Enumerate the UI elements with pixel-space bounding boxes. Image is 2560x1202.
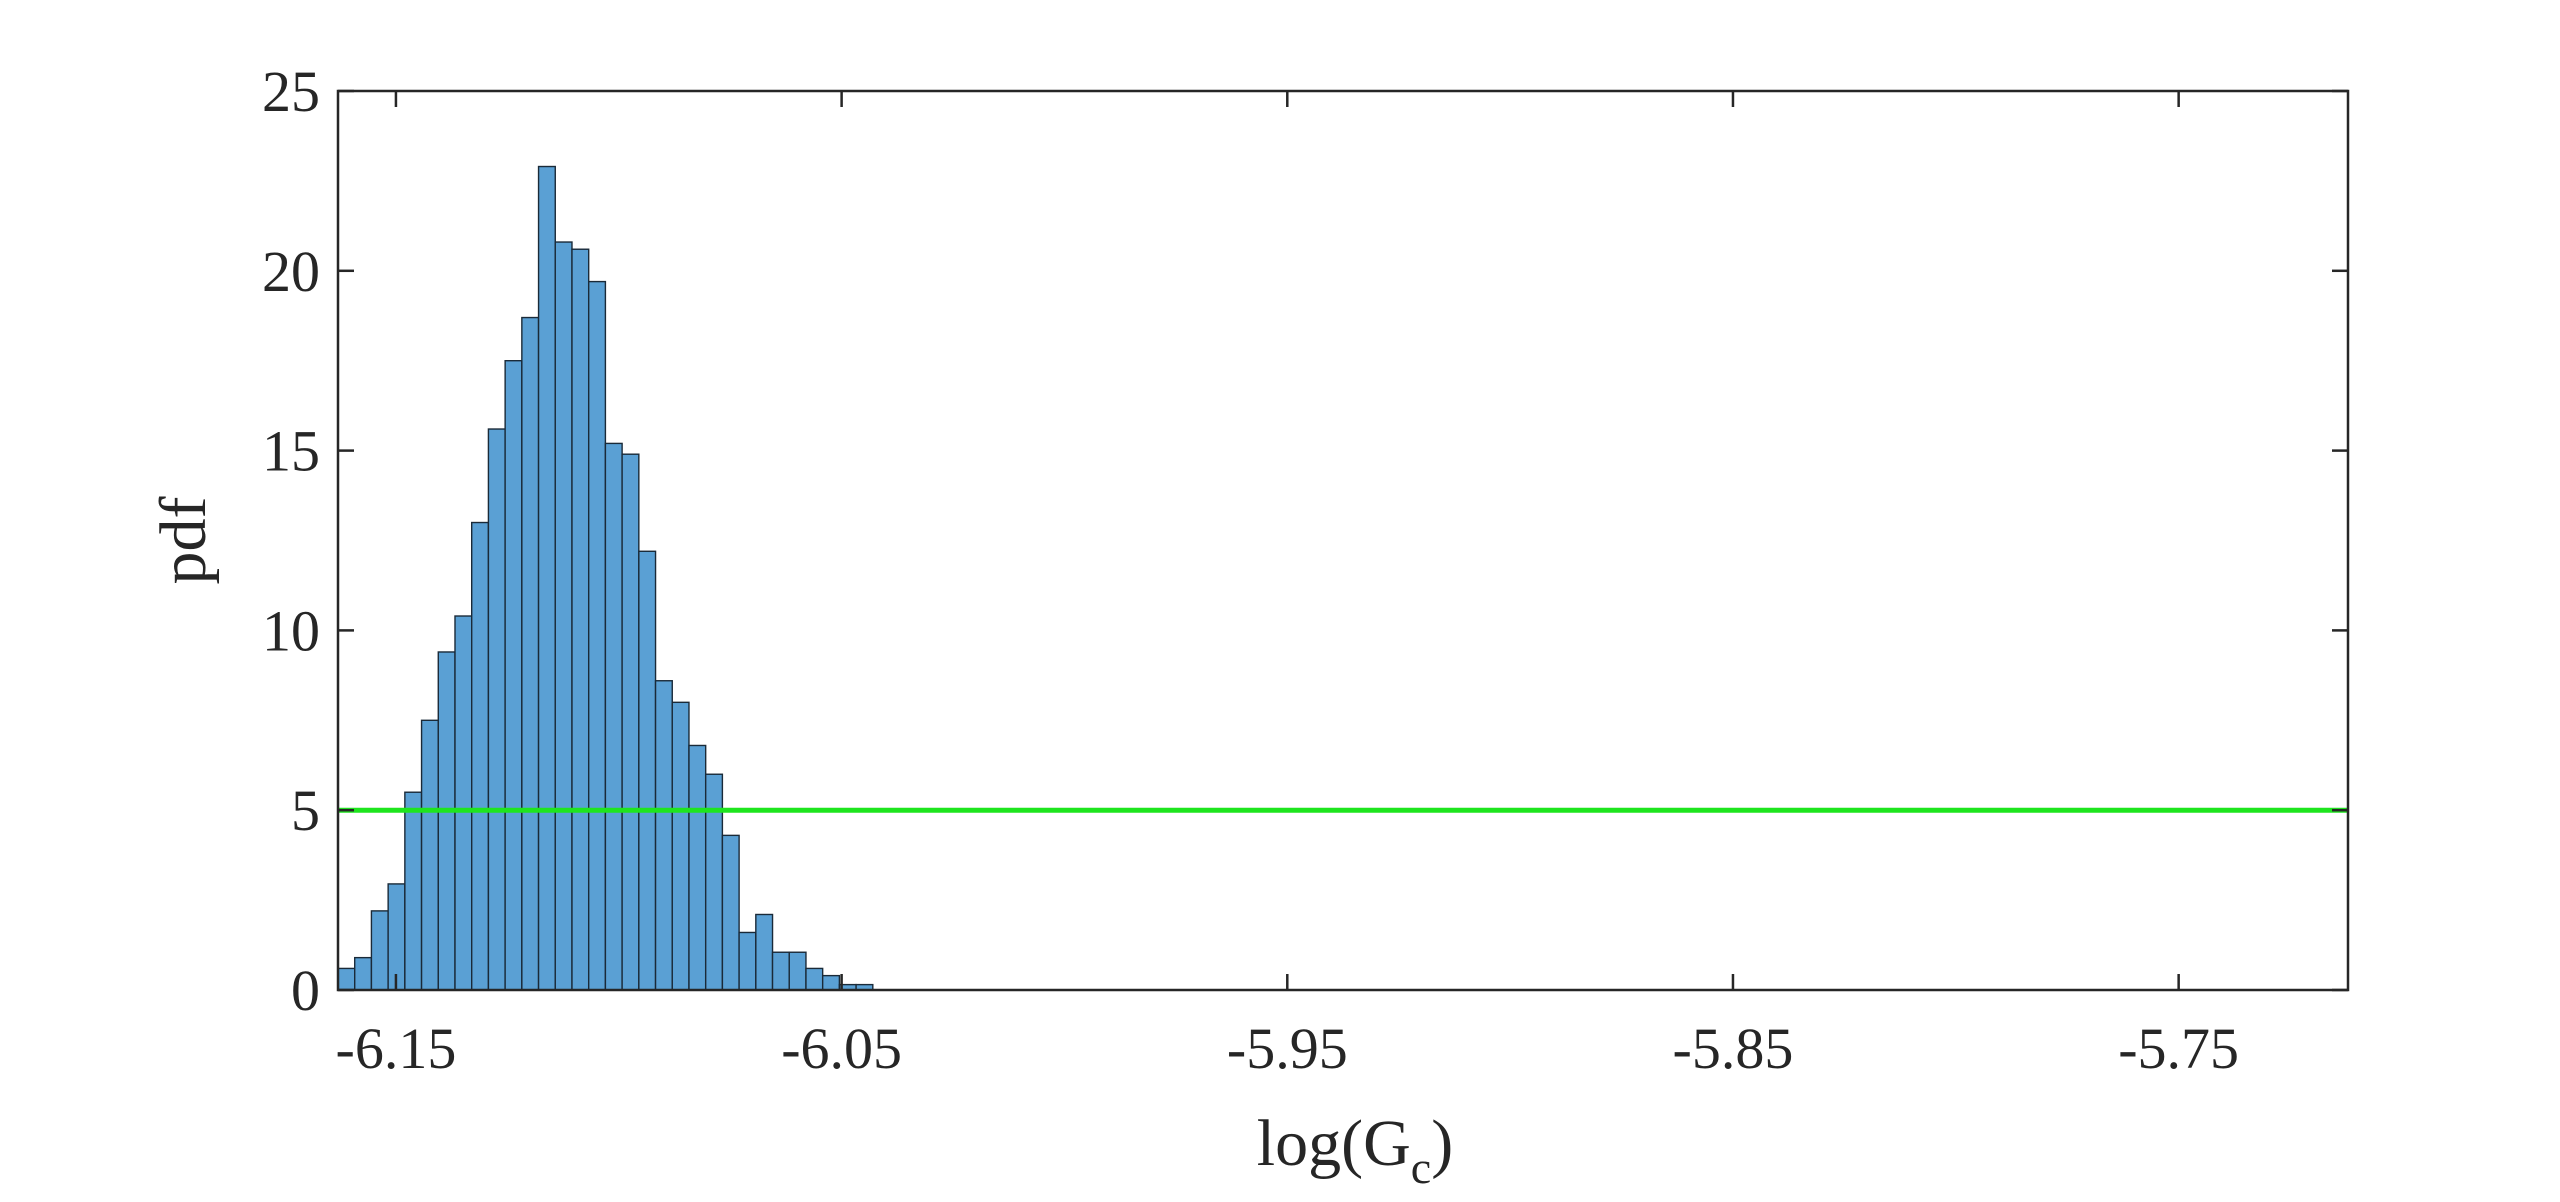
histogram-bar bbox=[621, 453, 640, 991]
histogram-bars bbox=[337, 165, 874, 991]
histogram-bar bbox=[487, 428, 506, 991]
y-axis-label: pdf bbox=[147, 496, 220, 584]
x-tick-label: -5.85 bbox=[1673, 1016, 1794, 1081]
histogram-bar bbox=[821, 974, 841, 991]
histogram-bar bbox=[437, 651, 456, 991]
y-tick-label: 15 bbox=[262, 419, 320, 484]
histogram-bar bbox=[755, 913, 774, 991]
histogram-bar bbox=[738, 931, 757, 991]
histogram-bar bbox=[404, 791, 423, 991]
histogram-bar bbox=[420, 719, 439, 991]
histogram-bar bbox=[521, 316, 540, 991]
histogram-bar bbox=[688, 744, 707, 991]
histogram-bar bbox=[704, 773, 724, 991]
histogram-bar bbox=[771, 951, 790, 991]
histogram-bar bbox=[638, 550, 657, 991]
histogram-bar bbox=[471, 521, 490, 991]
y-tick-label: 25 bbox=[262, 59, 320, 124]
histogram-bar bbox=[354, 956, 373, 991]
histogram-bar bbox=[504, 360, 523, 991]
y-tick-label: 20 bbox=[262, 239, 320, 304]
axes-box bbox=[336, 89, 2350, 992]
x-tick-label: -6.05 bbox=[781, 1016, 902, 1081]
axis-tick-labels: -6.15 -6.05 -5.95 -5.85 -5.75 0 5 10 15 20 25 bbox=[262, 59, 2239, 1081]
x-tick-label: -5.75 bbox=[2118, 1016, 2239, 1081]
histogram-bar bbox=[671, 701, 690, 991]
axis-ticks bbox=[338, 89, 2348, 992]
histogram-bar bbox=[554, 241, 573, 991]
histogram-bar bbox=[537, 165, 556, 991]
histogram-bar bbox=[337, 967, 356, 991]
histogram-bar bbox=[454, 615, 473, 991]
x-axis-label: log(Gc) bbox=[1257, 1107, 1453, 1193]
histogram-bar bbox=[370, 910, 389, 991]
histogram-bar bbox=[654, 680, 673, 991]
histogram-bar bbox=[788, 951, 807, 991]
histogram-bar bbox=[587, 280, 607, 991]
x-tick-label: -5.95 bbox=[1227, 1016, 1348, 1081]
x-tick-label: -6.15 bbox=[336, 1016, 457, 1081]
histogram-bar bbox=[604, 442, 623, 991]
y-tick-label: 5 bbox=[291, 778, 320, 843]
histogram-bar bbox=[571, 248, 590, 991]
histogram-bar bbox=[721, 834, 740, 991]
y-tick-label: 0 bbox=[291, 958, 320, 1023]
histogram-bar bbox=[805, 967, 824, 991]
y-tick-label: 10 bbox=[262, 598, 320, 663]
